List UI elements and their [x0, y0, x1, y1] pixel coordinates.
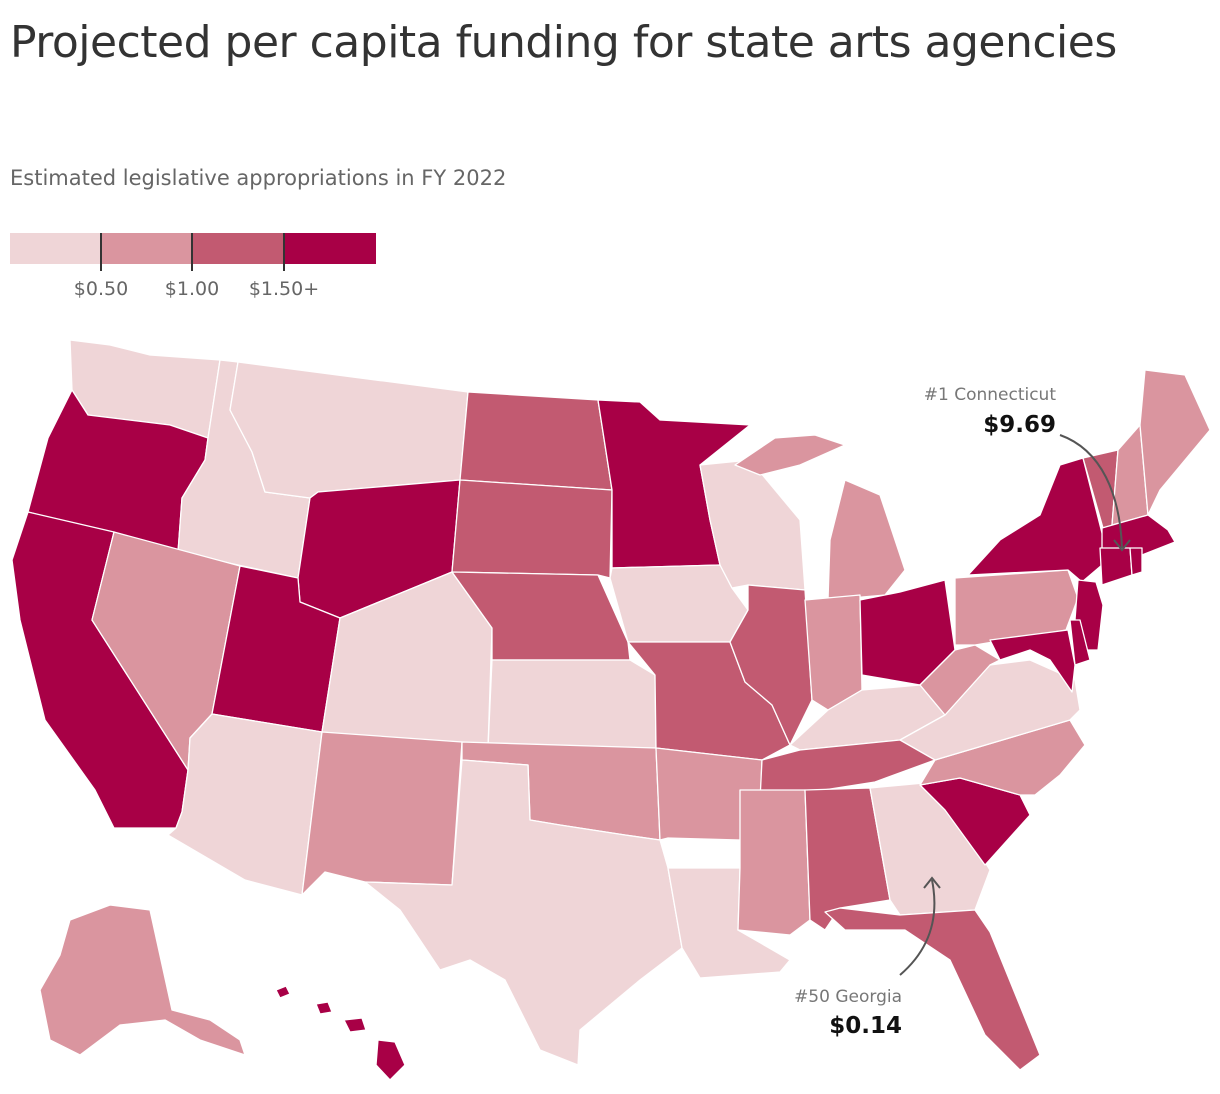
- georgia-arrowhead: [923, 876, 941, 889]
- connecticut-arrow: [1059, 434, 1123, 549]
- state-hi-kauai: [275, 985, 291, 999]
- state-nd: [459, 391, 613, 491]
- state-ny: [967, 457, 1106, 583]
- state-hi-big-island: [375, 1039, 406, 1081]
- state-mi-up: [734, 434, 846, 476]
- state-hi-oahu: [315, 1001, 333, 1015]
- state-fl: [824, 907, 1041, 1071]
- state-nm: [301, 731, 463, 896]
- legend-tick-label: $1.00: [164, 278, 220, 300]
- state-co: [321, 571, 493, 749]
- connecticut-value-label: $9.69: [983, 412, 1056, 438]
- legend-bin-2: [102, 233, 193, 264]
- state-ks: [487, 659, 657, 749]
- state-de: [1069, 619, 1091, 666]
- legend-tick-mark: [100, 233, 102, 271]
- georgia-arrow: [899, 879, 936, 976]
- state-nc: [919, 719, 1086, 796]
- legend-tick-mark: [191, 233, 193, 271]
- state-mt: [229, 361, 469, 499]
- state-az: [167, 713, 323, 896]
- state-ms: [737, 789, 811, 936]
- state-ri: [1129, 547, 1143, 576]
- georgia-rank-label: #50 Georgia: [794, 987, 902, 1007]
- legend-tick-label: $0.50: [73, 278, 129, 300]
- connecticut-rank-label: #1 Connecticut: [923, 385, 1056, 405]
- legend-bin-1: [10, 233, 102, 264]
- state-me: [1139, 369, 1211, 516]
- state-ct: [1099, 547, 1133, 586]
- state-tx: [364, 759, 683, 1066]
- state-ak: [39, 904, 246, 1056]
- state-hi-maui: [343, 1017, 367, 1033]
- state-sd: [451, 479, 613, 579]
- state-md: [989, 629, 1076, 693]
- chart-subtitle: Estimated legislative appropriations in …: [10, 166, 507, 190]
- legend-tick-label: $1.50+: [248, 278, 320, 300]
- legend-bin-3: [193, 233, 285, 264]
- legend-tick-mark: [283, 233, 285, 271]
- legend-bin-4: [285, 233, 376, 264]
- color-legend: $0.50 $1.00 $1.50+: [10, 233, 376, 303]
- connecticut-arrowhead: [1113, 539, 1131, 552]
- chart-title: Projected per capita funding for state a…: [10, 17, 1117, 68]
- state-mi-lp: [827, 479, 906, 601]
- state-in: [804, 594, 863, 711]
- us-states-map: [11, 339, 1211, 1081]
- georgia-value-label: $0.14: [829, 1013, 902, 1039]
